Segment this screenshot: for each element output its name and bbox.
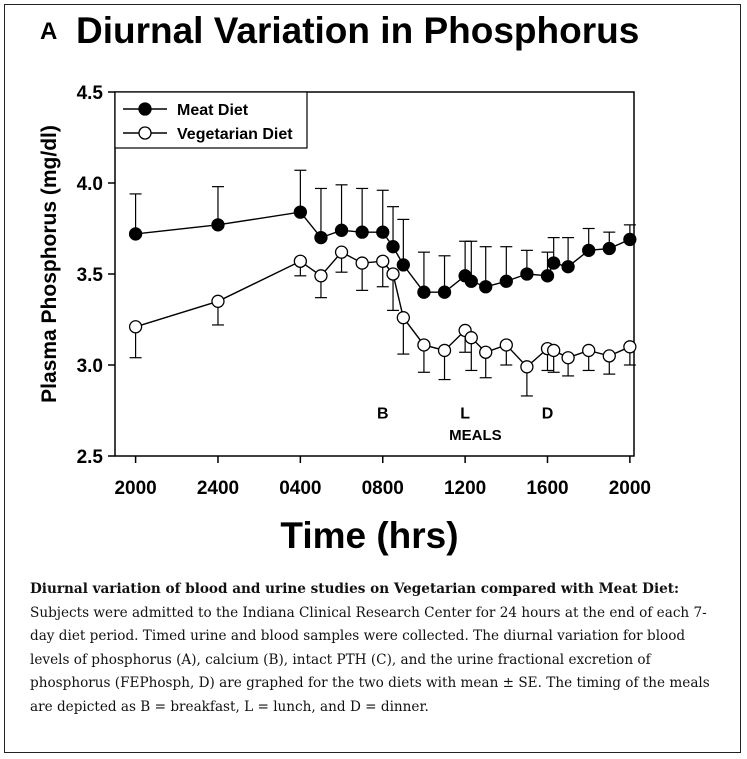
data-point xyxy=(464,331,478,345)
data-point xyxy=(582,243,596,257)
data-point xyxy=(582,343,596,358)
x-tick-label: 2000 xyxy=(114,478,156,499)
data-point xyxy=(623,232,637,247)
legend-marker xyxy=(138,126,152,140)
y-tick-label: 3.5 xyxy=(77,265,104,286)
data-point xyxy=(623,340,637,354)
data-point xyxy=(602,241,616,256)
y-tick-label: 4.5 xyxy=(77,83,104,104)
data-point xyxy=(417,285,431,299)
y-axis: 2.5 3.0 3.5 4.0 4.5 xyxy=(77,83,115,468)
series-meat-diet xyxy=(128,169,637,299)
x-tick-label: 0800 xyxy=(362,478,404,499)
data-point xyxy=(602,349,616,363)
phosphorus-line-chart: 2.5 3.0 3.5 4.0 4.5 2000 2400 0400 0800 1200 1600… xyxy=(38,83,651,556)
data-point xyxy=(520,360,534,374)
figure-caption: Diurnal variation of blood and urine stu… xyxy=(30,578,720,719)
series-vegetarian-diet xyxy=(128,245,637,397)
data-point xyxy=(540,269,555,283)
y-axis-label: Plasma Phosphorus (mg/dl) xyxy=(38,125,61,403)
data-point xyxy=(376,254,390,268)
data-point xyxy=(334,223,349,237)
data-point xyxy=(499,274,513,288)
annotation-layer: B L MEALS D xyxy=(377,405,553,444)
x-axis-label: Time (hrs) xyxy=(280,515,458,556)
data-point xyxy=(417,338,431,352)
data-point xyxy=(561,351,575,365)
y-tick-label: 4.0 xyxy=(77,174,103,195)
data-point xyxy=(355,225,369,239)
x-tick-label: 2400 xyxy=(197,478,239,499)
data-point xyxy=(520,267,534,281)
data-point xyxy=(437,285,452,299)
data-point xyxy=(561,260,575,274)
data-point xyxy=(211,218,225,232)
data-point xyxy=(293,205,308,219)
legend-label: Vegetarian Diet xyxy=(177,126,293,143)
x-tick-label: 1200 xyxy=(444,478,486,499)
data-point xyxy=(437,343,452,358)
legend: Meat Diet Vegetarian Diet xyxy=(114,91,308,149)
y-tick-label: 2.5 xyxy=(77,447,104,468)
y-tick-label: 3.0 xyxy=(77,356,103,377)
data-point xyxy=(464,274,478,288)
data-point xyxy=(499,338,513,352)
x-tick-label: 1600 xyxy=(526,478,568,499)
meal-annotation: B xyxy=(377,405,389,422)
data-point xyxy=(334,245,349,259)
meal-annotation: L xyxy=(460,405,470,422)
data-point xyxy=(479,280,493,294)
data-point xyxy=(128,320,143,334)
data-point xyxy=(479,345,493,359)
meal-annotation: D xyxy=(542,405,554,422)
data-point xyxy=(314,230,328,245)
data-point xyxy=(396,258,410,272)
x-tick-label: 0400 xyxy=(279,478,321,499)
series-line xyxy=(135,251,631,368)
caption-title: Diurnal variation of blood and urine stu… xyxy=(30,581,680,597)
data-point xyxy=(376,225,390,239)
data-point xyxy=(355,256,369,270)
series-layer xyxy=(128,169,637,397)
data-point xyxy=(386,267,400,281)
data-point xyxy=(211,294,225,308)
data-point xyxy=(547,343,561,358)
legend-label: Meat Diet xyxy=(177,102,249,119)
legend-marker xyxy=(138,102,152,116)
data-point xyxy=(128,227,143,241)
caption-body: Subjects were admitted to the Indiana Cl… xyxy=(30,604,710,715)
data-point xyxy=(396,311,410,325)
panel-letter: A xyxy=(40,18,58,45)
x-tick-label: 2000 xyxy=(609,478,651,499)
chart-title: Diurnal Variation in Phosphorus xyxy=(76,10,640,51)
data-point xyxy=(547,256,561,270)
data-point xyxy=(293,254,308,268)
x-axis: 2000 2400 0400 0800 1200 1600 2000 xyxy=(114,456,651,499)
data-point xyxy=(386,240,400,254)
data-point xyxy=(314,269,328,283)
series-line xyxy=(135,211,631,293)
meal-annotation: MEALS xyxy=(449,427,502,444)
